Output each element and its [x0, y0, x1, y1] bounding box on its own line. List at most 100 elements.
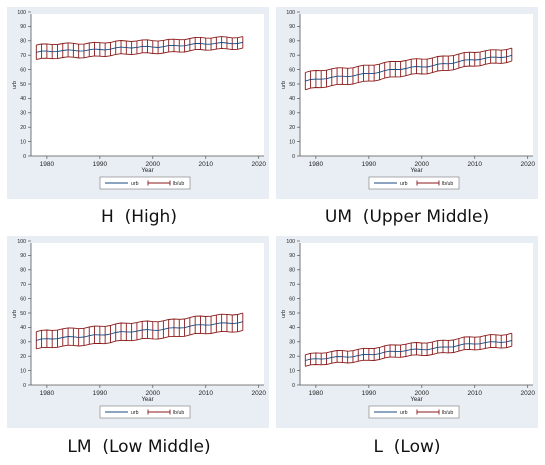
x-tick-label: 2020 — [251, 390, 266, 397]
y-tick-label: 100 — [286, 10, 295, 16]
x-tick-label: 2020 — [520, 161, 535, 168]
chart-high: 0 10 20 30 40 50 60 70 80 90 100 1980 1990 2000 2010 20… — [12, 10, 266, 190]
caption-low-middle: LM (Low Middle) — [67, 437, 211, 457]
y-tick-label: 50 — [20, 311, 26, 317]
urb-line — [36, 321, 243, 341]
legend-band-label: lb/ub — [442, 410, 453, 416]
legend-box — [368, 176, 460, 190]
y-tick-label: 30 — [289, 111, 295, 117]
caption-high: H (High) — [101, 207, 177, 227]
legend-box — [99, 405, 191, 419]
legend-box — [99, 176, 191, 190]
y-tick-label: 100 — [286, 239, 295, 245]
plot-area — [300, 14, 533, 156]
y-tick-label: 70 — [20, 282, 26, 288]
legend-band-label: lb/ub — [173, 181, 184, 187]
y-tick-label: 100 — [17, 239, 26, 245]
chart-low: 0 10 20 30 40 50 60 70 80 90 100 1980 1990 2000 2010 20… — [281, 239, 535, 419]
y-tick-label: 10 — [20, 139, 26, 145]
upper-bound-line — [36, 36, 243, 46]
y-tick-label: 50 — [289, 82, 295, 88]
y-tick-label: 30 — [20, 340, 26, 346]
x-tick-label: 2000 — [415, 161, 430, 168]
urb-line — [36, 41, 243, 53]
y-tick-label: 90 — [289, 253, 295, 259]
lower-bound-line — [36, 47, 243, 60]
upper-bound-line — [305, 332, 512, 356]
y-tick-label: 0 — [23, 383, 26, 389]
y-tick-label: 0 — [292, 383, 295, 389]
chart-low-middle: 0 10 20 30 40 50 60 70 80 90 100 1980 1990 2000 2010 20… — [12, 239, 266, 419]
caption-low: L (Low) — [373, 437, 441, 457]
y-tick-label: 60 — [20, 296, 26, 302]
y-tick-label: 0 — [23, 154, 26, 160]
y-tick-label: 20 — [20, 354, 26, 360]
x-tick-label: 2010 — [199, 161, 214, 168]
plot-area — [31, 14, 264, 156]
lower-bound-line — [305, 60, 512, 91]
y-axis-title: urb — [12, 81, 18, 89]
y-tick-label: 70 — [20, 53, 26, 59]
plot-area — [31, 243, 264, 385]
y-tick-label: 80 — [20, 39, 26, 45]
x-axis-title: Year — [141, 168, 153, 174]
upper-bound-line — [36, 312, 243, 333]
x-tick-label: 1990 — [93, 161, 108, 168]
y-tick-label: 50 — [20, 82, 26, 88]
urb-line — [305, 339, 512, 361]
y-axis-title: urb — [281, 81, 287, 89]
legend-urb-label: urb — [400, 410, 408, 416]
y-tick-label: 80 — [289, 39, 295, 45]
x-tick-label: 1980 — [40, 161, 55, 168]
y-tick-label: 60 — [20, 67, 26, 73]
x-tick-label: 2000 — [146, 390, 161, 397]
caption-upper-middle: UM (Upper Middle) — [324, 207, 490, 227]
y-tick-label: 60 — [289, 296, 295, 302]
legend-band-label: lb/ub — [173, 410, 184, 416]
chart-upper-middle: 0 10 20 30 40 50 60 70 80 90 100 1980 1990 2000 2010 20… — [281, 10, 535, 190]
y-axis-title: urb — [12, 310, 18, 318]
x-tick-label: 1990 — [362, 390, 377, 397]
y-tick-label: 10 — [289, 139, 295, 145]
x-axis-title: Year — [141, 397, 153, 403]
y-tick-label: 100 — [17, 10, 26, 16]
x-tick-label: 1980 — [309, 161, 324, 168]
urb-line — [305, 54, 512, 82]
x-tick-label: 1980 — [309, 390, 324, 397]
y-tick-label: 60 — [289, 67, 295, 73]
y-tick-label: 50 — [289, 311, 295, 317]
y-tick-label: 10 — [289, 368, 295, 374]
legend-band-label: lb/ub — [442, 181, 453, 187]
lower-bound-line — [305, 345, 512, 367]
x-tick-label: 2010 — [468, 161, 483, 168]
y-tick-label: 20 — [289, 125, 295, 131]
y-tick-label: 80 — [289, 268, 295, 274]
legend-urb-label: urb — [131, 410, 139, 416]
lower-bound-line — [36, 329, 243, 350]
chart-panel-low: 0 10 20 30 40 50 60 70 80 90 100 1980 1990 2000 2010 20… — [276, 236, 538, 428]
y-tick-label: 40 — [289, 96, 295, 102]
y-tick-label: 10 — [20, 368, 26, 374]
x-tick-label: 2000 — [146, 161, 161, 168]
y-tick-label: 40 — [289, 325, 295, 331]
y-tick-label: 20 — [289, 354, 295, 360]
chart-panel-high: 0 10 20 30 40 50 60 70 80 90 100 1980 1990 2000 2010 20… — [7, 7, 269, 199]
chart-panel-upper-middle: 0 10 20 30 40 50 60 70 80 90 100 1980 1990 2000 2010 20… — [276, 7, 538, 199]
y-tick-label: 80 — [20, 268, 26, 274]
y-tick-label: 90 — [20, 24, 26, 30]
x-tick-label: 1990 — [93, 390, 108, 397]
chart-panel-low-middle: 0 10 20 30 40 50 60 70 80 90 100 1980 1990 2000 2010 20… — [7, 236, 269, 428]
y-tick-label: 0 — [292, 154, 295, 160]
y-tick-label: 30 — [289, 340, 295, 346]
legend-urb-label: urb — [400, 181, 408, 187]
x-tick-label: 2010 — [468, 390, 483, 397]
x-tick-label: 2020 — [251, 161, 266, 168]
y-tick-label: 70 — [289, 282, 295, 288]
x-tick-label: 2000 — [415, 390, 430, 397]
x-tick-label: 1990 — [362, 161, 377, 168]
x-tick-label: 2010 — [199, 390, 214, 397]
x-axis-title: Year — [410, 168, 422, 174]
y-tick-label: 40 — [20, 96, 26, 102]
x-axis-title: Year — [410, 397, 422, 403]
x-tick-label: 1980 — [40, 390, 55, 397]
